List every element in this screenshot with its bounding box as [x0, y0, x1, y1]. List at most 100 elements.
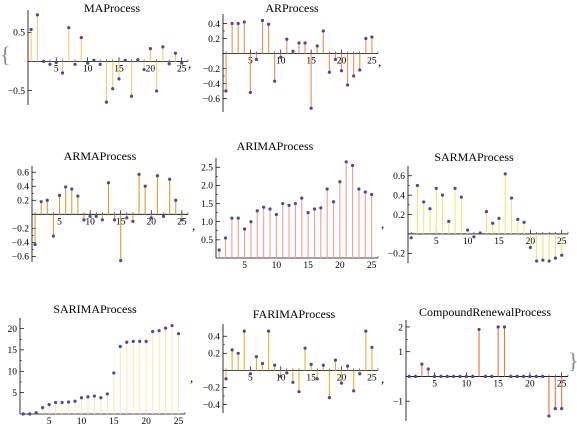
- data-point: [285, 371, 289, 375]
- data-point: [439, 374, 443, 379]
- plot-arimaprocess: ARIMAProcess 0.5 1.0 1.5 2.0 2.5 5 10 15 20 25: [201, 139, 379, 271]
- data-point: [35, 13, 40, 17]
- y-tick-label: 0.4: [17, 183, 29, 193]
- x-tick-label: 25: [177, 64, 187, 74]
- data-point: [112, 371, 116, 375]
- data-point: [422, 200, 426, 204]
- data-point: [293, 201, 298, 206]
- data-point: [540, 374, 545, 379]
- data-point: [48, 62, 52, 66]
- y-tick-label: 0.2: [208, 350, 220, 360]
- data-point: [254, 355, 259, 359]
- data-point: [157, 329, 161, 333]
- x-tick-label: 10: [276, 57, 286, 67]
- data-point: [236, 351, 240, 355]
- list-separator: ,: [192, 218, 195, 233]
- y-tick-label: 2.5: [201, 164, 213, 174]
- data-point: [521, 374, 526, 379]
- data-point: [553, 407, 557, 411]
- data-point: [148, 47, 152, 51]
- data-point: [315, 44, 319, 48]
- y-tick-label: 0.5: [13, 29, 25, 39]
- x-tick-label: 10: [272, 261, 282, 271]
- data-point: [346, 83, 350, 87]
- data-point: [173, 51, 178, 55]
- data-point: [426, 367, 430, 371]
- data-point: [70, 187, 74, 191]
- data-point: [111, 87, 115, 91]
- list-separator: ,: [190, 370, 193, 385]
- data-point: [364, 329, 368, 333]
- data-point: [370, 345, 374, 349]
- y-tick-label: 10: [8, 368, 18, 378]
- data-point: [358, 68, 362, 72]
- data-point: [358, 372, 362, 376]
- data-point: [363, 190, 367, 194]
- x-tick-label: 20: [141, 417, 151, 427]
- y-tick-label: 2.0: [201, 182, 213, 192]
- data-point: [168, 177, 172, 181]
- data-point: [266, 329, 271, 333]
- data-point: [560, 407, 564, 411]
- data-point: [88, 214, 92, 219]
- data-point: [249, 220, 253, 224]
- data-point: [73, 62, 77, 66]
- data-point: [60, 71, 65, 75]
- data-point: [60, 400, 64, 405]
- data-point: [174, 198, 178, 202]
- data-point: [528, 374, 532, 379]
- x-tick-label: 20: [525, 379, 535, 389]
- plot-armaprocess: ARMAProcess−0.6−0.4−0.20.20.40.65 10 15 20 2…: [12, 149, 189, 263]
- data-point: [287, 203, 291, 207]
- data-point: [86, 61, 90, 65]
- data-point: [478, 231, 482, 235]
- data-point: [242, 227, 247, 231]
- data-point: [94, 214, 98, 219]
- data-point: [29, 27, 33, 32]
- chart-title: MAProcess: [84, 1, 140, 15]
- data-point: [331, 200, 336, 204]
- data-point: [21, 412, 25, 416]
- x-tick-label: 10: [77, 417, 87, 427]
- data-point: [297, 41, 301, 45]
- x-tick-label: 5: [47, 417, 52, 427]
- data-point: [79, 35, 83, 40]
- data-point: [236, 21, 240, 26]
- data-point: [496, 325, 500, 329]
- data-point: [312, 207, 317, 211]
- data-point: [370, 35, 374, 39]
- data-point: [82, 218, 86, 222]
- data-point: [471, 374, 475, 379]
- data-point: [41, 405, 45, 410]
- x-tick-label: 15: [306, 373, 316, 383]
- data-point: [477, 327, 481, 332]
- data-point: [262, 205, 266, 209]
- data-point: [242, 20, 246, 24]
- y-tick-label: 1.0: [201, 218, 213, 228]
- y-tick-label: −0.2: [388, 250, 405, 260]
- data-point: [279, 55, 283, 59]
- y-tick-label: 0.4: [208, 20, 220, 30]
- data-point: [54, 60, 58, 65]
- data-point: [92, 394, 97, 398]
- y-tick-label: −0.2: [203, 384, 220, 394]
- y-tick-label: −1: [393, 398, 403, 408]
- x-tick-label: 10: [83, 64, 93, 74]
- data-point: [47, 403, 51, 407]
- y-tick-label: −0.2: [203, 65, 220, 75]
- data-point: [325, 187, 329, 191]
- y-tick-label: 15: [8, 346, 18, 356]
- data-point: [428, 207, 432, 211]
- data-point: [136, 58, 140, 62]
- data-point: [434, 186, 438, 190]
- y-tick-label: −0.5: [8, 87, 25, 97]
- data-point: [53, 400, 58, 405]
- data-point: [273, 363, 277, 367]
- chart-title: ARProcess: [265, 1, 319, 15]
- chart-title: ARIMAProcess: [237, 139, 314, 153]
- data-point: [432, 374, 437, 379]
- data-point: [138, 339, 142, 343]
